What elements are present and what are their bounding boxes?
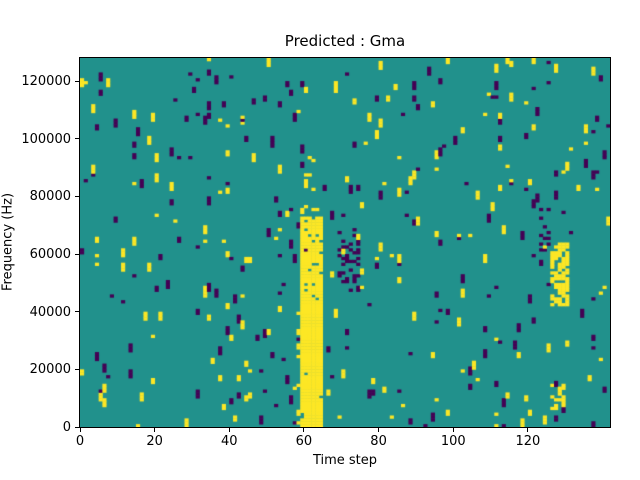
y-tick-mark [75, 426, 79, 428]
y-tick-label: 20000 [29, 362, 71, 378]
x-tick-mark [378, 428, 380, 432]
x-tick-label: 40 [221, 434, 238, 449]
x-tick-mark [452, 428, 454, 432]
y-tick-label: 60000 [29, 247, 71, 263]
y-tick-mark [75, 80, 79, 82]
y-tick-mark [75, 138, 79, 140]
y-tick-label: 100000 [21, 131, 71, 147]
y-tick-label: 40000 [29, 304, 71, 320]
y-tick-label: 80000 [29, 189, 71, 205]
heatmap-canvas [80, 58, 610, 427]
x-tick-label: 20 [146, 434, 163, 449]
x-tick-mark [154, 428, 156, 432]
x-tick-label: 120 [515, 434, 541, 449]
x-tick-mark [303, 428, 305, 432]
x-tick-mark [527, 428, 529, 432]
x-tick-label: 0 [75, 434, 85, 449]
y-tick-mark [75, 195, 79, 197]
y-tick-mark [75, 311, 79, 313]
x-tick-mark [228, 428, 230, 432]
y-axis-label: Frequency (Hz) [0, 192, 16, 292]
y-tick-mark [75, 253, 79, 255]
plot-title: Predicted : Gma [284, 32, 406, 50]
x-tick-label: 60 [295, 434, 313, 449]
y-tick-mark [75, 368, 79, 370]
x-tick-mark [79, 428, 81, 432]
y-tick-label: 120000 [21, 74, 71, 90]
x-tick-label: 80 [370, 434, 387, 449]
x-tick-label: 100 [440, 434, 466, 449]
y-tick-label: 0 [62, 420, 71, 435]
plot-area [79, 57, 611, 428]
x-axis-label: Time step [312, 453, 378, 468]
